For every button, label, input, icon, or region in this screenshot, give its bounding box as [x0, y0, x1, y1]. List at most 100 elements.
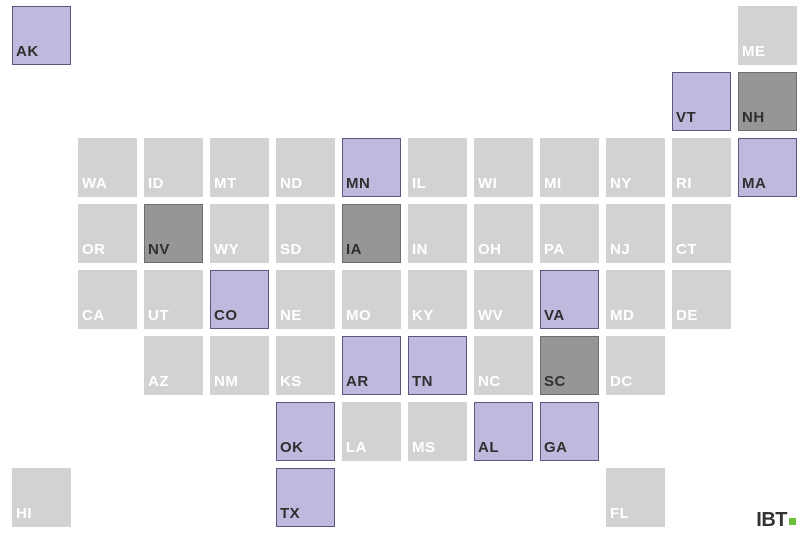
state-abbr: VA	[544, 307, 565, 324]
state-tile-co[interactable]: CO	[210, 270, 269, 329]
state-abbr: KS	[280, 373, 302, 390]
state-abbr: NE	[280, 307, 302, 324]
state-abbr: NH	[742, 109, 765, 126]
state-tile-ok[interactable]: OK	[276, 402, 335, 461]
state-abbr: IA	[346, 241, 362, 258]
state-tile-va[interactable]: VA	[540, 270, 599, 329]
state-abbr: RI	[676, 175, 692, 192]
state-abbr: OH	[478, 241, 502, 258]
state-abbr: ND	[280, 175, 303, 192]
state-tile-ma[interactable]: MA	[738, 138, 797, 197]
state-abbr: AR	[346, 373, 369, 390]
state-abbr: MN	[346, 175, 370, 192]
state-tile-mn[interactable]: MN	[342, 138, 401, 197]
state-tile-ne[interactable]: NE	[276, 270, 335, 329]
state-tile-ia[interactable]: IA	[342, 204, 401, 263]
state-abbr: NJ	[610, 241, 630, 258]
state-tile-fl[interactable]: FL	[606, 468, 665, 527]
state-abbr: PA	[544, 241, 565, 258]
state-tile-ny[interactable]: NY	[606, 138, 665, 197]
state-tile-hi[interactable]: HI	[12, 468, 71, 527]
state-tile-nc[interactable]: NC	[474, 336, 533, 395]
state-abbr: ME	[742, 43, 766, 60]
state-tile-md[interactable]: MD	[606, 270, 665, 329]
state-abbr: FL	[610, 505, 629, 522]
state-tile-dc[interactable]: DC	[606, 336, 665, 395]
state-abbr: WY	[214, 241, 239, 258]
state-tile-al[interactable]: AL	[474, 402, 533, 461]
state-tile-nj[interactable]: NJ	[606, 204, 665, 263]
state-abbr: KY	[412, 307, 434, 324]
state-abbr: NC	[478, 373, 501, 390]
state-tile-nv[interactable]: NV	[144, 204, 203, 263]
state-tile-ms[interactable]: MS	[408, 402, 467, 461]
state-abbr: MT	[214, 175, 237, 192]
state-tile-wv[interactable]: WV	[474, 270, 533, 329]
state-tile-oh[interactable]: OH	[474, 204, 533, 263]
state-tile-mo[interactable]: MO	[342, 270, 401, 329]
state-tile-id[interactable]: ID	[144, 138, 203, 197]
logo-text: IBT	[756, 509, 787, 531]
state-abbr: NY	[610, 175, 632, 192]
state-tile-or[interactable]: OR	[78, 204, 137, 263]
state-tile-ut[interactable]: UT	[144, 270, 203, 329]
state-tile-tn[interactable]: TN	[408, 336, 467, 395]
state-abbr: VT	[676, 109, 696, 126]
state-tile-ga[interactable]: GA	[540, 402, 599, 461]
state-abbr: OR	[82, 241, 106, 258]
state-abbr: MO	[346, 307, 371, 324]
state-tile-ri[interactable]: RI	[672, 138, 731, 197]
state-abbr: LA	[346, 439, 367, 456]
state-abbr: MS	[412, 439, 436, 456]
state-tile-de[interactable]: DE	[672, 270, 731, 329]
state-tile-wi[interactable]: WI	[474, 138, 533, 197]
state-abbr: DC	[610, 373, 633, 390]
state-abbr: WV	[478, 307, 503, 324]
state-abbr: WA	[82, 175, 107, 192]
state-tile-nd[interactable]: ND	[276, 138, 335, 197]
state-tile-wy[interactable]: WY	[210, 204, 269, 263]
state-abbr: IL	[412, 175, 426, 192]
state-abbr: AK	[16, 43, 39, 60]
state-tile-nh[interactable]: NH	[738, 72, 797, 131]
state-abbr: TX	[280, 505, 300, 522]
state-abbr: CO	[214, 307, 238, 324]
state-tile-in[interactable]: IN	[408, 204, 467, 263]
state-tile-az[interactable]: AZ	[144, 336, 203, 395]
state-tile-la[interactable]: LA	[342, 402, 401, 461]
state-tile-vt[interactable]: VT	[672, 72, 731, 131]
state-abbr: MA	[742, 175, 766, 192]
state-abbr: AL	[478, 439, 499, 456]
state-abbr: OK	[280, 439, 304, 456]
state-tile-pa[interactable]: PA	[540, 204, 599, 263]
ibt-logo: IBT	[756, 509, 796, 532]
state-tile-nm[interactable]: NM	[210, 336, 269, 395]
state-abbr: GA	[544, 439, 568, 456]
state-tile-tx[interactable]: TX	[276, 468, 335, 527]
state-abbr: SC	[544, 373, 566, 390]
state-tile-ct[interactable]: CT	[672, 204, 731, 263]
state-abbr: HI	[16, 505, 32, 522]
state-tile-mi[interactable]: MI	[540, 138, 599, 197]
logo-dot-icon	[789, 518, 796, 525]
state-tile-sc[interactable]: SC	[540, 336, 599, 395]
state-tile-ar[interactable]: AR	[342, 336, 401, 395]
state-abbr: IN	[412, 241, 428, 258]
state-abbr: SD	[280, 241, 302, 258]
state-tile-ak[interactable]: AK	[12, 6, 71, 65]
state-abbr: AZ	[148, 373, 169, 390]
state-abbr: CT	[676, 241, 697, 258]
state-tile-ca[interactable]: CA	[78, 270, 137, 329]
state-tile-mt[interactable]: MT	[210, 138, 269, 197]
state-abbr: NM	[214, 373, 238, 390]
state-abbr: WI	[478, 175, 497, 192]
state-tile-ks[interactable]: KS	[276, 336, 335, 395]
state-tile-me[interactable]: ME	[738, 6, 797, 65]
state-abbr: MD	[610, 307, 634, 324]
state-abbr: UT	[148, 307, 169, 324]
state-abbr: DE	[676, 307, 698, 324]
state-tile-il[interactable]: IL	[408, 138, 467, 197]
state-tile-wa[interactable]: WA	[78, 138, 137, 197]
state-tile-sd[interactable]: SD	[276, 204, 335, 263]
state-tile-ky[interactable]: KY	[408, 270, 467, 329]
